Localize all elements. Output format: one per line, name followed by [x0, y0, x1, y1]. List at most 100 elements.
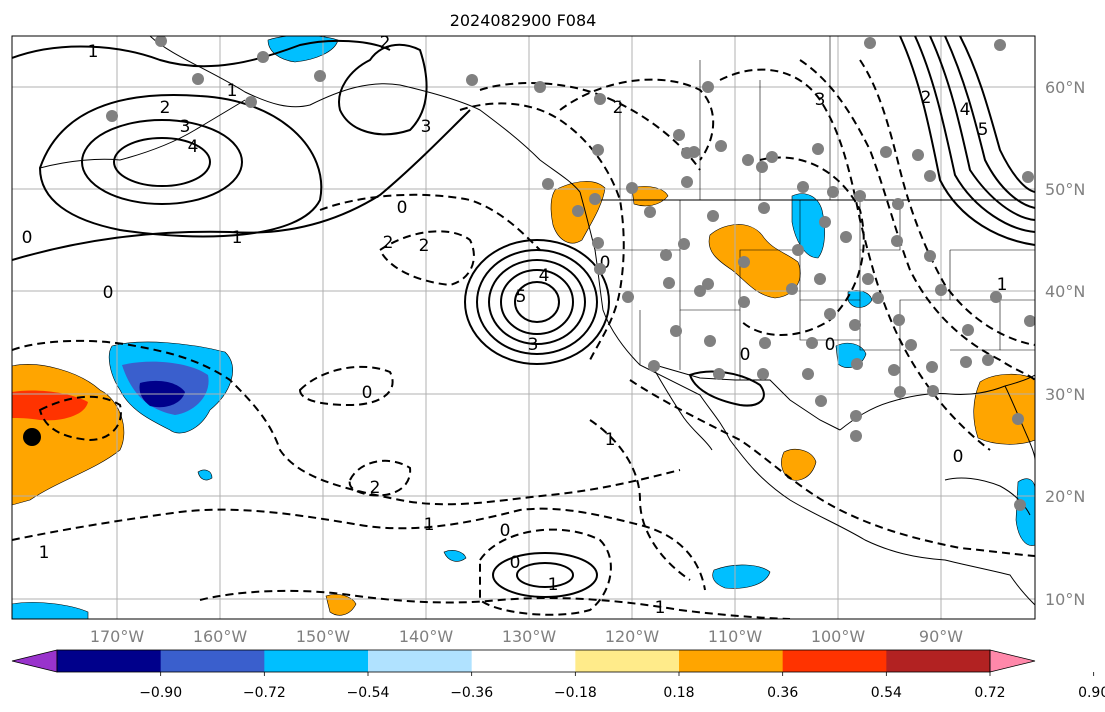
contour-low-pac-1	[113, 137, 211, 187]
contour-label: 1	[997, 275, 1008, 295]
contour-east-bundle-2	[914, 36, 1035, 233]
colorbar-tick-label: −0.54	[347, 685, 390, 701]
contour-label: 1	[232, 228, 243, 248]
contour-line-north-2	[338, 43, 428, 136]
contour-ring-1	[464, 239, 610, 365]
contour-east-bundle-1	[899, 36, 1035, 246]
contour-label: 4	[960, 100, 971, 120]
contour-label: 4	[539, 266, 550, 286]
colorbar-tick-label: 0.54	[871, 685, 902, 701]
colorbar-segment	[575, 650, 680, 672]
contour-line-north-1	[12, 39, 391, 68]
dashed-contour-15	[629, 379, 1035, 557]
colorbar-segment	[160, 650, 265, 672]
contour-label: 2	[370, 478, 381, 498]
dashed-contour-6	[12, 507, 706, 591]
dashed-contour-4	[298, 365, 394, 407]
contour-label: 2	[921, 88, 932, 108]
dashed-contour-13	[859, 59, 1035, 346]
contour-label: 2	[160, 98, 171, 118]
dashed-contour-2	[319, 193, 541, 251]
dashed-contour-12	[799, 59, 1035, 381]
shaded-anomaly-regions	[12, 36, 1035, 619]
blue-region-caribbean	[1015, 478, 1035, 546]
dashed-contour-8	[459, 102, 625, 361]
colorbar-segment	[471, 650, 576, 672]
lon-tick-label: 100°W	[811, 627, 866, 646]
contour-label: 1	[548, 575, 559, 595]
map-title: 2024082900 F084	[450, 11, 597, 30]
contour-label: 5	[978, 120, 989, 140]
contour-low-pac-3	[38, 94, 323, 238]
colorbar-tick-label: −0.18	[554, 685, 597, 701]
dashed-contour-3	[378, 230, 475, 287]
colorbar-tick-label: 0.36	[767, 685, 798, 701]
colorbar-tick-label: −0.90	[139, 685, 182, 701]
us-mexico-border	[654, 364, 841, 431]
lon-tick-label: 130°W	[502, 627, 557, 646]
contour-labels: 1 2 3 4 0 1 2 0 2 3 4 5 3 0 0 2 1 0 1 1 …	[22, 36, 1008, 618]
lon-tick-label: 160°W	[193, 627, 248, 646]
dashed-contours	[12, 59, 1035, 619]
lon-tick-label: 150°W	[296, 627, 351, 646]
orange-region-gulf	[973, 373, 1035, 445]
blue-region-small-south	[443, 550, 467, 562]
coastlines	[39, 36, 1035, 606]
aleutian-chain	[39, 99, 246, 169]
contour-label: 0	[22, 228, 33, 248]
lon-tick-label: 110°W	[708, 627, 763, 646]
colorbar-tick-label: −0.72	[243, 685, 286, 701]
dashed-contour-10	[559, 78, 715, 161]
colorbar-tick-label: 0.90	[1078, 685, 1105, 701]
colorbar-segment	[782, 650, 887, 672]
lon-tick-label: 140°W	[399, 627, 454, 646]
colorbar-segment	[886, 650, 991, 672]
lon-tick-label: 90°W	[919, 627, 963, 646]
dashed-contour-17	[38, 395, 122, 442]
colorbar-segment	[679, 650, 784, 672]
orange-region-small-south	[325, 594, 357, 616]
colorbar: −0.90 −0.72 −0.54 −0.36 −0.18 0.18 0.36 0.54 0.7…	[11, 649, 1105, 701]
dashed-contour-16	[589, 419, 691, 581]
longitude-axis: 170°W 160°W 150°W 140°W 130°W 120°W 110°…	[90, 627, 963, 646]
contour-label: 0	[500, 521, 511, 541]
dashed-contour-7	[479, 528, 612, 616]
orange-region-mexico	[781, 449, 817, 481]
contour-label: 0	[953, 447, 964, 467]
contour-label: 0	[362, 383, 373, 403]
contour-label: 3	[421, 117, 432, 137]
contour-east-bundle-4	[944, 36, 1035, 209]
contour-line-1-arc	[12, 109, 471, 261]
orange-region-rockies	[708, 224, 801, 299]
lon-tick-label: 120°W	[605, 627, 660, 646]
colorbar-tick-label: 0.18	[663, 685, 694, 701]
contour-label: 4	[188, 137, 199, 157]
contour-east-bundle-5	[959, 36, 1035, 193]
contour-label: 0	[103, 283, 114, 303]
colorbar-segment	[264, 650, 369, 672]
map-frame	[11, 35, 1036, 620]
lat-tick-label: 10°N	[1045, 590, 1085, 609]
lat-tick-label: 20°N	[1045, 487, 1085, 506]
contour-label: 1	[655, 598, 666, 618]
solid-contours	[12, 36, 1035, 598]
contour-label: 0	[825, 335, 836, 355]
contour-south-inner	[516, 562, 574, 588]
map-panel: 1 2 3 4 0 1 2 0 2 3 4 5 3 0 0 2 1 0 1 1 …	[12, 36, 1035, 619]
contour-label: 0	[740, 345, 751, 365]
florida-coast	[1004, 385, 1035, 461]
contour-label: 1	[88, 42, 99, 62]
lon-tick-label: 170°W	[90, 627, 145, 646]
contour-label: 2	[613, 98, 624, 118]
latitude-axis: 60°N 50°N 40°N 30°N 20°N 10°N	[1045, 78, 1085, 609]
alaska-coast	[149, 36, 581, 193]
lat-tick-label: 50°N	[1045, 180, 1085, 199]
contour-label: 1	[39, 543, 50, 563]
contour-south-low	[492, 552, 598, 598]
contour-label: 3	[815, 90, 826, 110]
colorbar-segment	[57, 650, 162, 672]
contour-label: 1	[605, 430, 616, 450]
lat-tick-label: 60°N	[1045, 78, 1085, 97]
colorbar-extend-low	[11, 649, 58, 673]
colorbar-frame	[56, 649, 991, 673]
